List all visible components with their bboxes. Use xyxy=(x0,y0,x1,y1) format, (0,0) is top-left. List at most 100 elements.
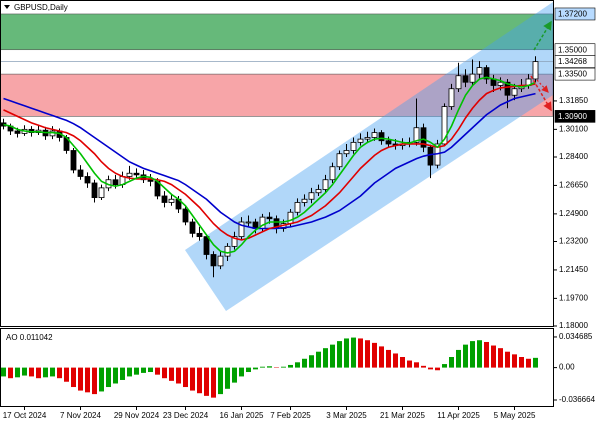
ao-bar xyxy=(43,367,48,378)
ao-bar xyxy=(190,367,195,391)
ao-bar xyxy=(162,367,167,379)
ao-bar xyxy=(141,367,146,373)
candle-body xyxy=(182,208,189,223)
ao-bar xyxy=(204,367,209,396)
candle-body xyxy=(112,179,119,186)
x-tick-label: 7 Nov 2024 xyxy=(60,411,101,420)
ao-bar xyxy=(225,367,230,389)
ao-bar xyxy=(148,367,153,373)
candle-body xyxy=(238,221,245,238)
ao-bar xyxy=(330,344,335,368)
candle-body xyxy=(91,182,98,199)
ao-bar xyxy=(519,357,524,368)
candle-body xyxy=(497,81,504,86)
ao-bar xyxy=(442,364,447,368)
candle-body xyxy=(161,195,168,203)
ao-bar xyxy=(344,338,349,368)
ao-bar xyxy=(393,353,398,368)
ao-tick-label: 0.034685 xyxy=(559,332,593,341)
zone xyxy=(0,13,553,51)
y-tick-label: 1.19700 xyxy=(559,293,588,302)
ao-title: AO 0.011042 xyxy=(6,333,53,342)
ao-bar xyxy=(512,354,517,368)
candle-body xyxy=(343,150,350,155)
price-label: 1.35000 xyxy=(558,45,587,54)
candle-body xyxy=(315,189,322,194)
candle-body xyxy=(294,202,301,213)
ao-bar xyxy=(8,367,13,379)
ao-bar xyxy=(1,367,6,377)
candle-body xyxy=(378,132,385,142)
candle-body xyxy=(441,106,448,145)
candle-body xyxy=(455,75,462,90)
candle-body xyxy=(350,141,357,151)
price-label: 1.30900 xyxy=(558,112,587,121)
candle-body xyxy=(98,187,105,199)
price-label-box xyxy=(554,67,596,81)
ao-bar xyxy=(36,367,41,379)
ao-bar xyxy=(449,357,454,368)
forecast-arrows xyxy=(530,20,552,112)
ao-bar xyxy=(372,342,377,368)
ao-bar xyxy=(323,348,328,368)
candle-body xyxy=(231,236,238,247)
ao-bar xyxy=(491,345,496,368)
ao-bar xyxy=(463,344,468,368)
ao-bar xyxy=(435,367,440,371)
ao-bar xyxy=(155,367,160,375)
moving-average xyxy=(3,83,536,241)
ao-bar xyxy=(421,365,426,368)
ao-bar xyxy=(78,367,83,391)
ao-bar xyxy=(302,358,307,368)
candle-body xyxy=(371,132,378,138)
candle-body xyxy=(413,127,420,143)
price-plot xyxy=(0,56,553,278)
x-tick-label: 17 Oct 2024 xyxy=(3,411,47,420)
candle-body xyxy=(469,73,476,83)
candle-body xyxy=(133,172,140,176)
y-tick-label: 1.30100 xyxy=(559,124,588,133)
ao-bar xyxy=(400,357,405,368)
ao-bar xyxy=(246,367,251,373)
candle-body xyxy=(203,236,210,255)
ao-bar xyxy=(484,341,489,368)
ao-plot xyxy=(1,337,538,398)
chart-title: GBPUSD,Daily xyxy=(14,3,68,12)
ao-bar xyxy=(309,355,314,368)
candle-body xyxy=(462,75,469,83)
candle-body xyxy=(420,127,427,148)
ao-bar xyxy=(498,348,503,368)
x-tick-label: 23 Dec 2024 xyxy=(163,411,209,420)
arrow-up xyxy=(533,20,552,51)
candle-body xyxy=(168,198,175,203)
ao-tick-label: -0.036664 xyxy=(559,395,596,404)
ao-bar xyxy=(113,367,118,384)
candle-body xyxy=(385,140,392,145)
candle-body xyxy=(532,61,539,80)
ao-bar xyxy=(358,338,363,368)
candle-body xyxy=(287,211,294,225)
arrow-down xyxy=(530,75,552,112)
x-tick-label: 3 Mar 2025 xyxy=(326,411,367,420)
ao-bar xyxy=(29,367,34,377)
candle-body xyxy=(126,172,133,177)
ao-bar xyxy=(386,349,391,368)
ao-bar xyxy=(57,367,62,379)
ao-bar xyxy=(281,366,286,368)
ao-bar xyxy=(337,341,342,368)
x-tick-label: 29 Nov 2024 xyxy=(114,411,160,420)
candle-body xyxy=(511,88,518,96)
candle-body xyxy=(427,146,434,166)
ao-tick-label: 0.00 xyxy=(559,363,575,372)
axis: 1.31850 1.30100 1.28400 1.26650 1.24900 1.232… xyxy=(3,7,596,420)
candle-body xyxy=(301,198,308,203)
ao-bar xyxy=(106,367,111,388)
candle-body xyxy=(245,221,252,224)
ao-bar xyxy=(50,367,55,377)
candle-body xyxy=(224,245,231,257)
x-tick-label: 21 Mar 2025 xyxy=(380,411,425,420)
ao-bar xyxy=(295,362,300,368)
candle-body xyxy=(210,254,217,267)
ao-bar xyxy=(127,367,132,377)
